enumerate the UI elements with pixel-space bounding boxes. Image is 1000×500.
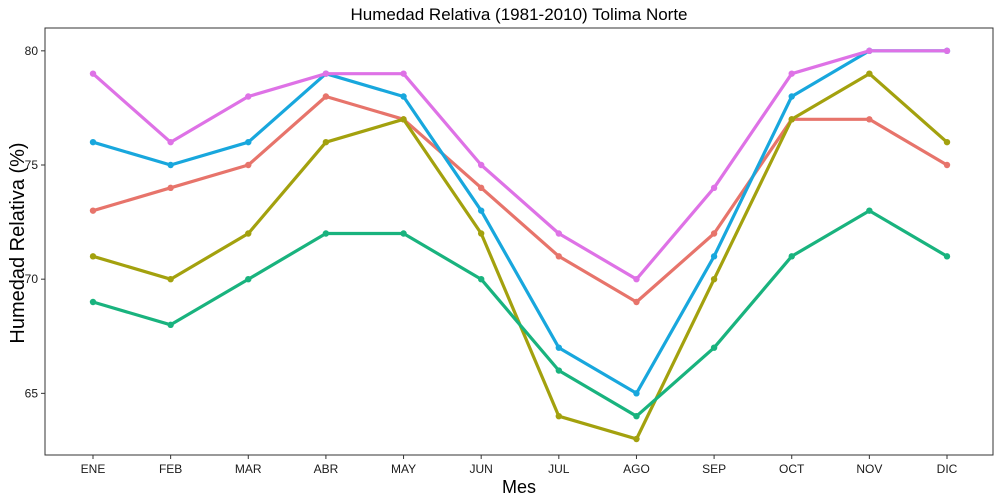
series-3 xyxy=(89,207,951,420)
data-point xyxy=(710,184,718,192)
series-5 xyxy=(89,47,951,283)
series-2 xyxy=(89,70,951,443)
data-point xyxy=(400,70,407,77)
data-point xyxy=(633,390,640,397)
data-point xyxy=(245,138,252,146)
data-point xyxy=(477,230,485,237)
data-point xyxy=(555,344,563,351)
x-tick-label: MAR xyxy=(235,462,262,476)
y-tick-label: 65 xyxy=(25,386,39,400)
data-point xyxy=(322,70,330,77)
y-tick-label: 75 xyxy=(25,158,39,172)
data-point xyxy=(943,138,951,146)
x-tick-label: OCT xyxy=(779,462,805,476)
data-point xyxy=(322,138,330,146)
x-tick-label: ABR xyxy=(314,462,339,476)
data-point xyxy=(710,253,718,260)
data-point xyxy=(167,275,174,283)
data-point xyxy=(555,230,563,237)
data-point xyxy=(555,253,563,260)
series-line xyxy=(91,209,949,418)
data-point xyxy=(89,138,97,146)
data-point xyxy=(710,230,718,237)
x-tick-label: JUN xyxy=(470,462,493,476)
data-point xyxy=(788,116,795,123)
data-point xyxy=(477,207,485,214)
axis-ticks: ENE FEB MAR ABR MAY JUN JUL AGO SEP OCT NOV DIC 65 70… xyxy=(25,44,958,476)
data-point xyxy=(167,161,174,169)
x-tick-label: DIC xyxy=(937,462,958,476)
data-point xyxy=(710,344,718,351)
series-line xyxy=(91,49,949,281)
data-point xyxy=(400,93,407,100)
x-tick-label: NOV xyxy=(856,462,882,476)
data-point xyxy=(943,253,951,260)
x-tick-label: MAY xyxy=(391,462,416,476)
data-point xyxy=(943,161,951,169)
data-point xyxy=(167,138,174,146)
data-point xyxy=(633,298,640,306)
data-point xyxy=(245,161,252,169)
data-point xyxy=(788,70,795,77)
data-point xyxy=(866,207,873,214)
data-point xyxy=(89,298,97,306)
x-axis-label: Mes xyxy=(502,477,536,497)
data-point xyxy=(710,275,718,283)
series-line xyxy=(91,94,949,304)
data-point xyxy=(633,435,640,443)
x-tick-label: FEB xyxy=(159,462,182,476)
data-point xyxy=(400,230,407,237)
data-point xyxy=(555,412,563,420)
x-tick-label: JUL xyxy=(548,462,570,476)
data-point xyxy=(245,93,252,100)
y-tick-label: 80 xyxy=(25,44,39,58)
data-point xyxy=(788,93,795,100)
y-tick-label: 70 xyxy=(25,272,39,286)
chart-title: Humedad Relativa (1981-2010) Tolima Nort… xyxy=(350,5,687,24)
series-line xyxy=(91,49,949,395)
data-point xyxy=(245,230,252,237)
data-point xyxy=(167,321,174,329)
x-tick-label: AGO xyxy=(623,462,650,476)
data-point xyxy=(555,367,563,374)
x-tick-label: ENE xyxy=(81,462,106,476)
data-point xyxy=(477,161,485,169)
data-point xyxy=(89,207,97,214)
data-point xyxy=(89,253,97,260)
data-point xyxy=(477,184,485,192)
series-layer xyxy=(89,47,951,443)
data-point xyxy=(633,275,640,283)
data-point xyxy=(866,47,873,55)
data-point xyxy=(866,70,873,77)
x-tick-label: SEP xyxy=(702,462,726,476)
data-point xyxy=(322,93,330,100)
data-point xyxy=(477,275,485,283)
data-point xyxy=(400,116,407,123)
data-point xyxy=(866,116,873,123)
data-point xyxy=(245,275,252,283)
y-axis-label: Humedad Relativa (%) xyxy=(7,142,29,343)
data-point xyxy=(89,70,97,77)
data-point xyxy=(943,47,951,55)
data-point xyxy=(633,412,640,420)
data-point xyxy=(788,253,795,260)
series-line xyxy=(91,72,949,441)
data-point xyxy=(322,230,330,237)
data-point xyxy=(167,184,174,192)
plot-panel xyxy=(44,27,994,456)
